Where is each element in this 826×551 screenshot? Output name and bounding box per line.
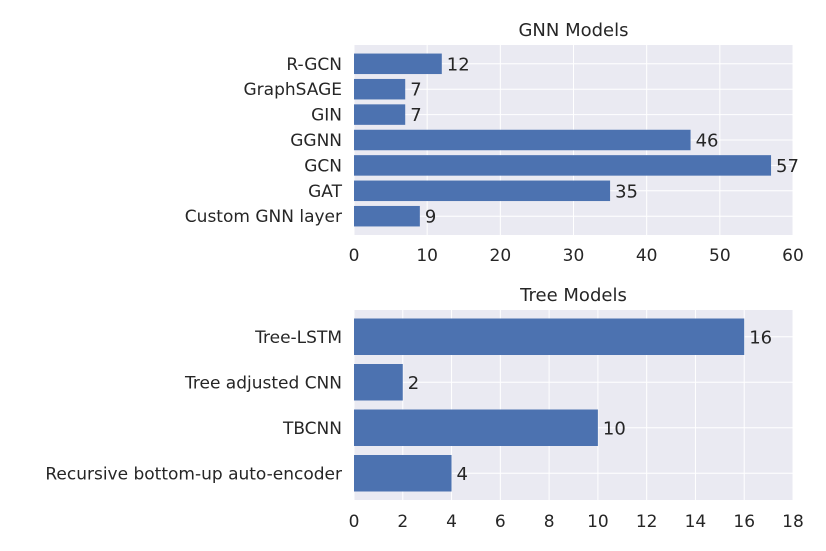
tree-models-panel: Tree Models Tree-LSTM 16 Tree adjusted CNN… [45,285,803,532]
gnn-x-tick-label: 60 [782,246,804,266]
tree-bar [354,318,745,355]
tree-category-label: Recursive bottom-up auto-encoder [45,464,342,484]
gnn-data-label: 57 [776,156,799,177]
tree-x-tick-label: 12 [636,512,658,532]
tree-category-label: TBCNN [282,419,342,439]
gnn-bar [354,53,442,75]
tree-data-label: 16 [749,327,772,348]
tree-x-tick-label: 14 [685,512,707,532]
gnn-x-tick-label: 10 [416,246,438,266]
tree-x-tick-label: 18 [782,512,804,532]
gnn-x-tick-label: 40 [636,246,658,266]
tree-data-label: 10 [603,418,626,439]
gnn-bar [354,180,611,202]
gnn-category-label: GIN [311,106,342,126]
gnn-models-panel: GNN Models R-GCN 12 GraphSAGE 7 GIN 7 GGNN 46 GC… [185,20,804,266]
tree-x-tick-label: 0 [349,512,360,532]
gnn-bar [354,205,420,227]
gnn-x-tick-label: 50 [709,246,731,266]
tree-x-tick-label: 6 [495,512,506,532]
gnn-x-tick-label: 30 [563,246,585,266]
gnn-x-tick-label: 20 [490,246,512,266]
tree-category-label: Tree adjusted CNN [184,373,342,393]
tree-x-tick-label: 10 [587,512,609,532]
gnn-category-label: R-GCN [286,55,342,75]
tree-category-label: Tree-LSTM [254,328,342,348]
tree-x-tick-label: 2 [397,512,408,532]
gnn-chart-title: GNN Models [518,20,628,41]
gnn-bar [354,129,691,151]
gnn-category-label: Custom GNN layer [185,207,342,227]
tree-bar [354,409,598,446]
gnn-data-label: 9 [425,207,436,228]
gnn-data-label: 7 [410,105,421,126]
tree-bar [354,455,452,492]
gnn-bar [354,78,406,100]
gnn-bar [354,104,406,125]
tree-data-label: 4 [457,464,468,485]
gnn-data-label: 46 [696,131,719,152]
gnn-data-label: 35 [615,181,638,202]
tree-x-tick-label: 8 [544,512,555,532]
gnn-data-label: 12 [447,54,470,75]
gnn-category-label: GCN [304,156,342,176]
tree-data-label: 2 [408,373,419,394]
tree-chart-title: Tree Models [519,285,627,306]
gnn-category-label: GGNN [290,131,342,151]
gnn-category-label: GAT [308,182,342,202]
gnn-x-tick-label: 0 [349,246,360,266]
tree-bar [354,364,403,401]
gnn-bar [354,155,772,176]
gnn-data-label: 7 [410,80,421,101]
gnn-category-label: GraphSAGE [244,80,343,100]
tree-x-tick-label: 4 [446,512,457,532]
tree-x-tick-label: 16 [733,512,755,532]
